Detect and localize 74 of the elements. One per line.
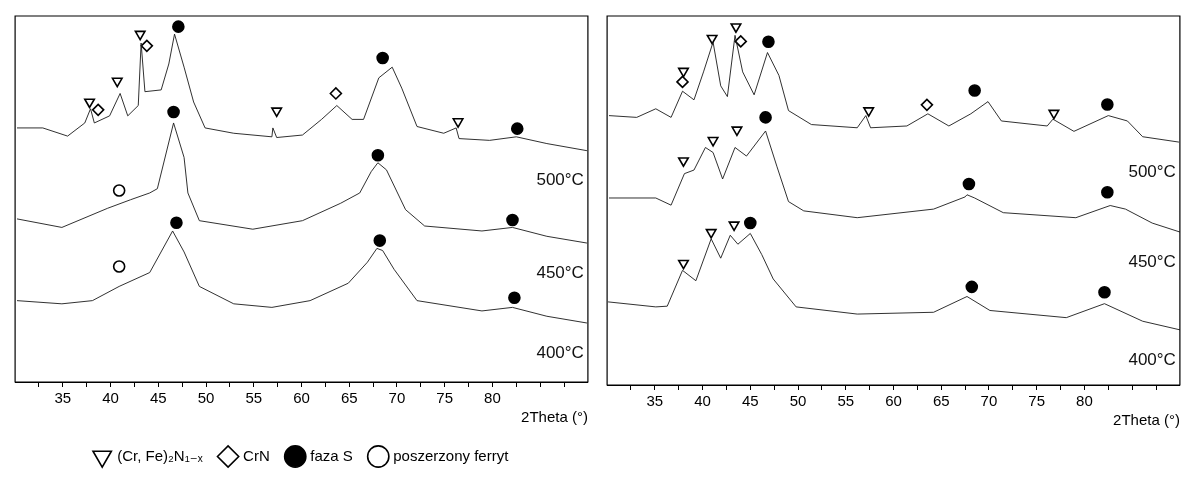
x-tick-label: 50 (789, 392, 807, 410)
x-tick-label: 35 (646, 392, 664, 410)
point (329, 87, 343, 100)
point (172, 20, 185, 33)
series-label: 500°C (1128, 161, 1176, 181)
x-tick-label: 40 (694, 392, 711, 410)
series-label: 500°C (536, 170, 584, 190)
point (506, 213, 519, 227)
point (271, 107, 283, 118)
point (762, 35, 775, 49)
x-tick-label: 45 (149, 389, 167, 407)
point (968, 84, 981, 97)
point (759, 111, 772, 124)
point (376, 51, 389, 65)
point (167, 105, 180, 119)
series-label: 450°C (1128, 251, 1176, 271)
point (677, 157, 690, 168)
point (84, 98, 96, 109)
legend-label: (Cr, Fe)₂N₁₋ₓ (117, 446, 203, 464)
point (705, 228, 717, 239)
point (731, 126, 743, 137)
point (170, 216, 183, 230)
point (371, 148, 385, 162)
x-tick-label: 40 (102, 389, 119, 407)
legend-label: poszerzony ferryt (393, 446, 510, 464)
series-label: 400°C (536, 342, 584, 362)
point (508, 291, 521, 305)
point (744, 216, 757, 230)
point (676, 75, 689, 89)
point (112, 260, 126, 273)
x-tick-label: 70 (388, 389, 406, 407)
x-tick-label: 45 (741, 392, 759, 410)
point (452, 117, 464, 128)
x-tick-label: 65 (932, 392, 950, 410)
x-tick-label: 75 (1028, 392, 1046, 410)
point (1101, 185, 1114, 199)
point (510, 122, 524, 135)
x-axis-title: 2Theta (°) (1113, 411, 1180, 429)
point (1048, 109, 1060, 120)
point (134, 30, 146, 41)
x-tick-label: 60 (885, 392, 902, 410)
point (706, 34, 718, 45)
x-tick-label: 35 (54, 389, 72, 407)
x-tick-label: 80 (484, 389, 501, 407)
x-tick-label: 70 (980, 392, 998, 410)
point (1101, 98, 1114, 111)
point (863, 107, 875, 117)
point (965, 280, 979, 294)
point (728, 221, 740, 232)
point (373, 234, 387, 247)
point (707, 136, 719, 147)
x-tick-label: 80 (1076, 392, 1093, 410)
point (962, 177, 976, 191)
point (734, 35, 748, 48)
legend-label: faza S (310, 446, 353, 464)
point (677, 67, 690, 78)
series-label: 400°C (1128, 349, 1176, 369)
point (677, 259, 690, 270)
series-label: 450°C (536, 262, 584, 282)
point (111, 77, 123, 88)
point (1098, 285, 1111, 299)
point (730, 23, 742, 34)
x-tick-label: 55 (837, 392, 855, 410)
x-tick-label: 65 (340, 389, 358, 407)
x-axis-title: 2Theta (°) (521, 408, 588, 426)
legend-label: CrN (243, 446, 270, 464)
point (920, 98, 934, 112)
x-tick-label: 75 (436, 389, 454, 407)
point (112, 184, 126, 197)
x-tick-label: 55 (245, 389, 263, 407)
point (140, 39, 154, 53)
point (91, 103, 105, 117)
x-tick-label: 50 (197, 389, 215, 407)
x-tick-label: 60 (293, 389, 310, 407)
